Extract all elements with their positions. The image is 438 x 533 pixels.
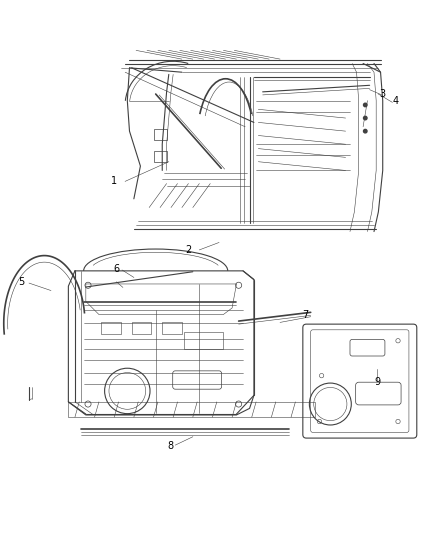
Circle shape <box>364 103 367 107</box>
Bar <box>184 332 223 350</box>
Text: 1: 1 <box>111 176 117 187</box>
Text: 6: 6 <box>113 264 120 273</box>
Text: 9: 9 <box>374 377 380 387</box>
Text: 2: 2 <box>185 245 191 255</box>
Text: 8: 8 <box>167 441 173 451</box>
Text: 4: 4 <box>393 96 399 106</box>
Text: 7: 7 <box>302 310 309 320</box>
Text: 5: 5 <box>18 277 25 287</box>
Bar <box>101 322 121 334</box>
Bar <box>153 129 166 140</box>
Bar <box>162 322 182 334</box>
Bar <box>153 151 166 161</box>
Circle shape <box>364 116 367 120</box>
Circle shape <box>364 130 367 133</box>
Bar <box>132 322 151 334</box>
Text: 3: 3 <box>380 89 386 99</box>
